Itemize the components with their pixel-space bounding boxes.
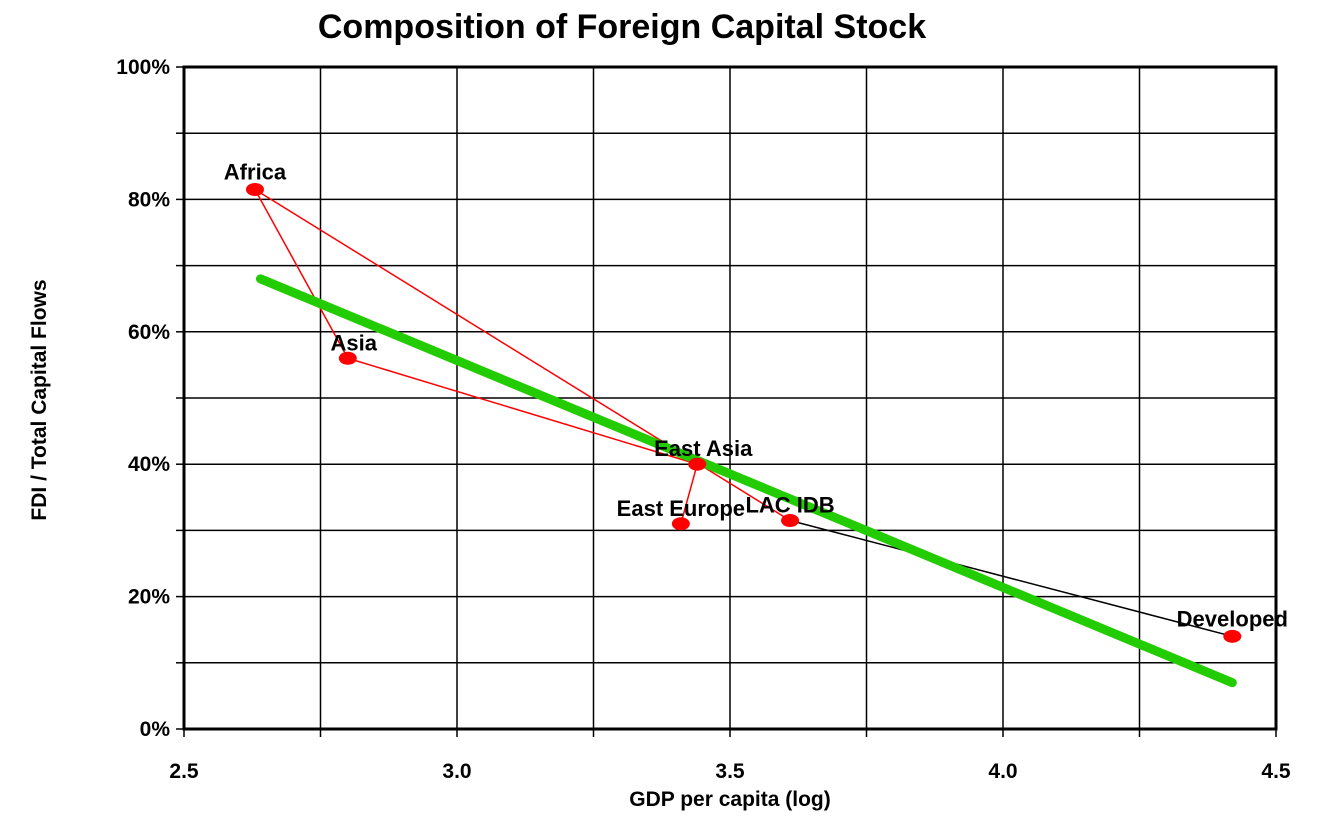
x-tick-label: 4.5 bbox=[1261, 760, 1291, 783]
connector-line bbox=[789, 519, 1233, 638]
point-label: LAC IDB bbox=[745, 492, 834, 517]
data-point bbox=[671, 517, 690, 531]
x-axis-title: GDP per capita (log) bbox=[629, 788, 830, 811]
point-label: East Asia bbox=[654, 436, 753, 461]
grid bbox=[176, 65, 1278, 737]
tick-labels: 2.5 3.0 3.5 4.0 4.5 0% 20% 40% 60% 80% 100% bbox=[116, 56, 1291, 783]
y-tick-label: 20% bbox=[128, 586, 170, 609]
x-tick-label: 2.5 bbox=[169, 760, 199, 783]
point-labels: Africa Asia East Asia East Europe LAC IDB Dev… bbox=[224, 159, 1288, 631]
point-label: Asia bbox=[331, 330, 378, 355]
data-point bbox=[1223, 629, 1242, 643]
point-label: Africa bbox=[224, 159, 287, 184]
trendline-group bbox=[255, 274, 1237, 688]
y-tick-label: 40% bbox=[128, 453, 170, 476]
y-tick-label: 80% bbox=[128, 188, 170, 211]
data-point bbox=[245, 182, 264, 196]
x-tick-label: 4.0 bbox=[988, 760, 1017, 783]
data-point bbox=[781, 513, 800, 527]
data-point bbox=[338, 351, 357, 365]
y-tick-label: 0% bbox=[140, 718, 171, 741]
point-label: Developed bbox=[1177, 606, 1288, 631]
connector-lines bbox=[254, 188, 1233, 638]
x-tick-label: 3.0 bbox=[442, 760, 471, 783]
y-tick-label: 60% bbox=[128, 321, 170, 344]
connector-line bbox=[254, 189, 349, 359]
point-label: East Europe bbox=[617, 496, 745, 521]
trendline bbox=[255, 274, 1237, 688]
data-points bbox=[245, 182, 1242, 643]
y-tick-label: 100% bbox=[116, 56, 170, 79]
y-axis-title: FDI / Total Capital Flows bbox=[28, 279, 51, 520]
connector-line bbox=[347, 357, 698, 465]
x-tick-label: 3.5 bbox=[715, 760, 745, 783]
data-point bbox=[688, 457, 707, 471]
chart-title: Composition of Foreign Capital Stock bbox=[318, 8, 926, 46]
connector-line bbox=[680, 464, 698, 524]
